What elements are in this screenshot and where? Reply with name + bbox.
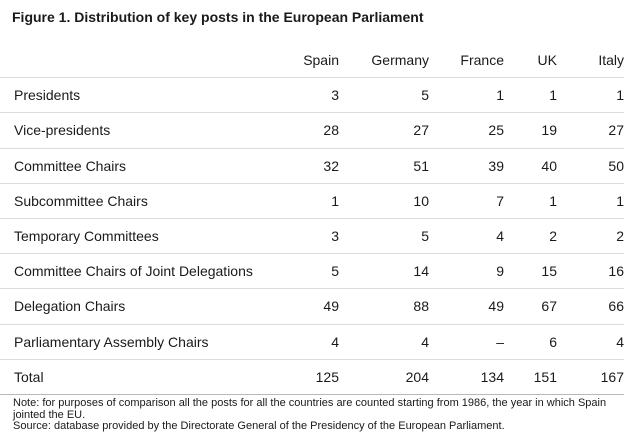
table-cell: 5 [339, 218, 429, 255]
table-cell: 27 [557, 112, 624, 149]
column-header-spain: Spain [276, 43, 339, 79]
table-cell: 4 [557, 324, 624, 360]
table-cell: 4 [429, 218, 504, 255]
table-cell: 15 [504, 253, 557, 290]
table-cell: 3 [276, 77, 339, 114]
column-header-france: France [429, 43, 504, 79]
table-cell: 50 [557, 148, 624, 184]
table-cell: 4 [339, 324, 429, 360]
table-cell: 49 [276, 288, 339, 325]
table-row: Parliamentary Assembly Chairs 4 4 – 6 4 [0, 324, 624, 360]
table-cell: 134 [429, 359, 504, 395]
note-text: Note: for purposes of comparison all the… [13, 397, 607, 421]
table-cell: 1 [557, 77, 624, 114]
column-header-germany: Germany [339, 43, 429, 79]
table-row: Committee Chairs 32 51 39 40 50 [0, 148, 624, 184]
table-cell: 16 [557, 253, 624, 290]
table-cell: 39 [429, 148, 504, 184]
table-cell: 32 [276, 148, 339, 184]
row-label: Presidents [0, 77, 276, 114]
row-label: Total [0, 359, 276, 395]
figure-notes: Note: for purposes of comparison all the… [13, 397, 628, 433]
column-header-italy: Italy [557, 43, 624, 79]
table-cell: 67 [504, 288, 557, 325]
table-cell: 1 [504, 183, 557, 219]
table-cell: 28 [276, 112, 339, 149]
table-row: Vice-presidents 28 27 25 19 27 [0, 112, 624, 149]
row-label: Committee Chairs of Joint Delegations [0, 253, 276, 290]
table-row: Delegation Chairs 49 88 49 67 66 [0, 288, 624, 325]
table-cell: 27 [339, 112, 429, 149]
table-cell: 1 [504, 77, 557, 114]
table-cell: 7 [429, 183, 504, 219]
table-cell: 6 [504, 324, 557, 360]
table-header-row: Spain Germany France UK Italy [0, 43, 624, 79]
table-cell: 14 [339, 253, 429, 290]
table-cell: 204 [339, 359, 429, 395]
table-cell: 125 [276, 359, 339, 395]
table-cell: 1 [429, 77, 504, 114]
table-row: Committee Chairs of Joint Delegations 5 … [0, 253, 624, 290]
row-label: Parliamentary Assembly Chairs [0, 324, 276, 360]
row-label: Committee Chairs [0, 148, 276, 184]
table-cell: 10 [339, 183, 429, 219]
table-cell: 88 [339, 288, 429, 325]
row-label: Temporary Committees [0, 218, 276, 255]
row-label: Subcommittee Chairs [0, 183, 276, 219]
table-cell: 5 [276, 253, 339, 290]
table-cell: 4 [276, 324, 339, 360]
key-posts-table: Spain Germany France UK Italy Presidents… [0, 43, 624, 395]
table-cell: 1 [276, 183, 339, 219]
table-cell: – [429, 324, 504, 360]
column-header-uk: UK [504, 43, 557, 79]
table-cell: 5 [339, 77, 429, 114]
figure-title: Figure 1. Distribution of key posts in t… [12, 9, 424, 25]
table-cell: 25 [429, 112, 504, 149]
table-cell: 9 [429, 253, 504, 290]
table-cell: 19 [504, 112, 557, 149]
table-cell: 51 [339, 148, 429, 184]
table-total-row: Total 125 204 134 151 167 [0, 359, 624, 395]
table-cell: 167 [557, 359, 624, 395]
source-text: Source: database provided by the Directo… [13, 420, 505, 432]
table-row: Subcommittee Chairs 1 10 7 1 1 [0, 183, 624, 219]
table-cell: 2 [504, 218, 557, 255]
table-cell: 49 [429, 288, 504, 325]
table-cell: 40 [504, 148, 557, 184]
table-cell: 2 [557, 218, 624, 255]
table-row: Presidents 3 5 1 1 1 [0, 77, 624, 114]
table-cell: 151 [504, 359, 557, 395]
row-label: Vice-presidents [0, 112, 276, 149]
row-label: Delegation Chairs [0, 288, 276, 325]
table-row: Temporary Committees 3 5 4 2 2 [0, 218, 624, 255]
table-cell: 66 [557, 288, 624, 325]
table-cell: 1 [557, 183, 624, 219]
table-cell: 3 [276, 218, 339, 255]
header-label-cell [0, 43, 276, 79]
